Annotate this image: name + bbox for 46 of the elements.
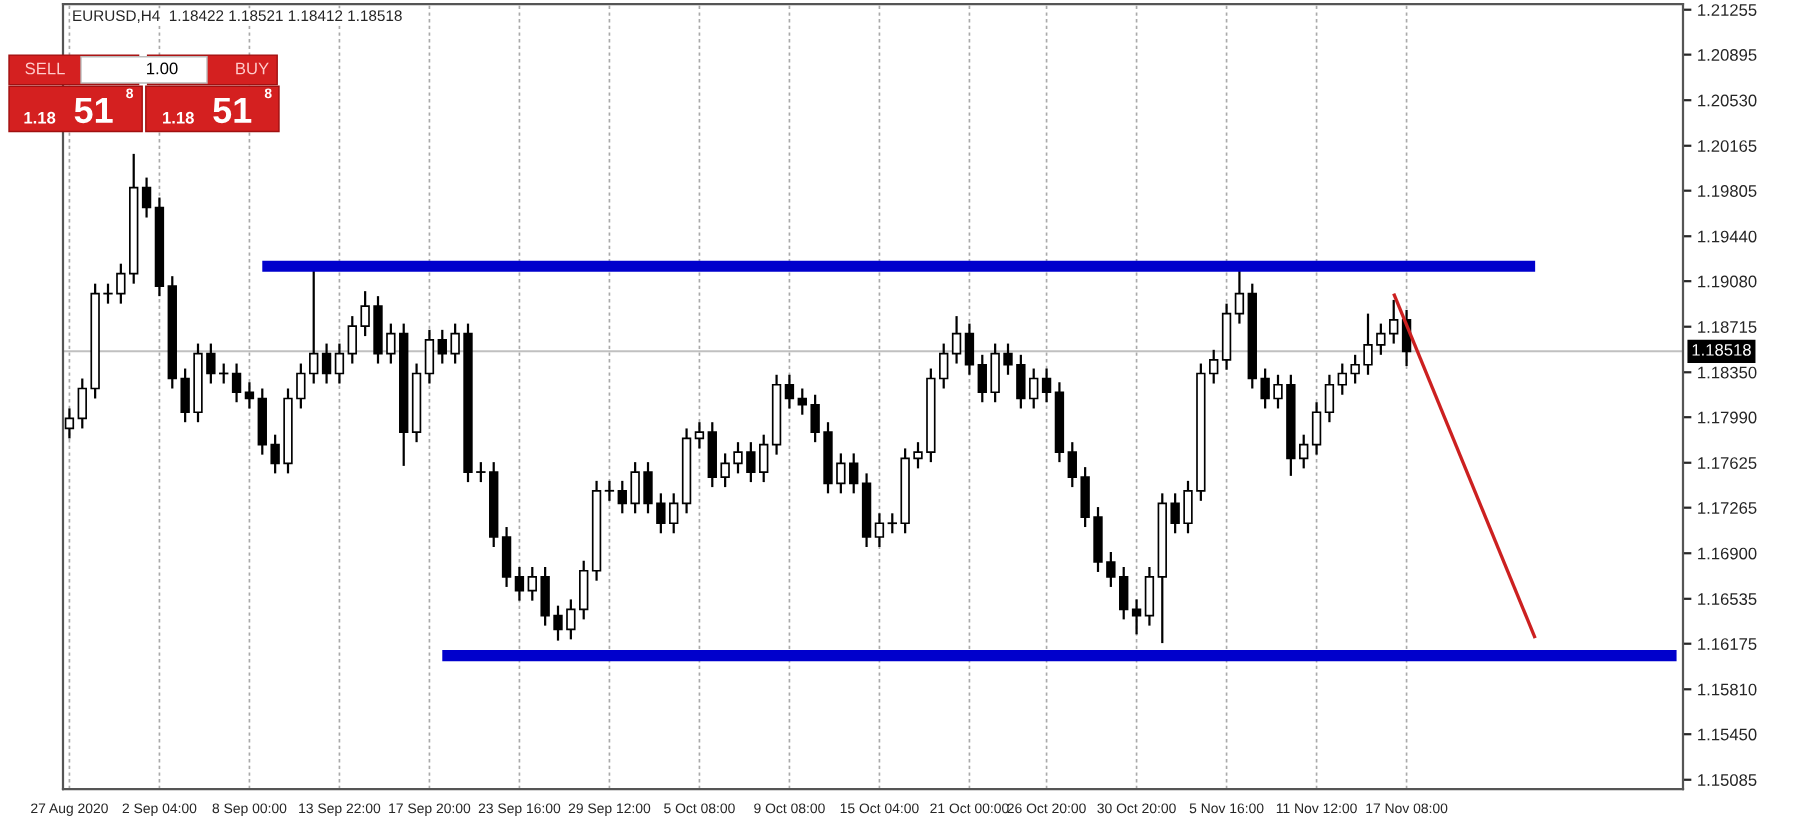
y-tick-label: 1.18715: [1698, 321, 1757, 333]
y-tick-label: 1.16900: [1698, 547, 1757, 560]
y-tick-label: 1.17265: [1698, 502, 1757, 514]
y-tick-label: 1.19080: [1698, 275, 1757, 288]
y-tick-label: 1.20895: [1698, 49, 1757, 61]
candlestick: [874, 512, 885, 549]
annotation: 51: [74, 97, 113, 124]
candlestick: [1041, 367, 1052, 404]
annotation: 51: [213, 97, 252, 124]
candlestick: [1311, 401, 1322, 456]
ref-line-label: 1.18518: [1692, 343, 1751, 356]
candlestick: [604, 479, 615, 502]
candlestick: [141, 176, 152, 219]
candlestick: [514, 565, 525, 602]
candlestick: [321, 342, 332, 385]
candlestick: [231, 362, 242, 404]
y-tick-label: 1.19805: [1698, 185, 1757, 197]
candlestick: [694, 421, 705, 450]
candlestick: [424, 328, 435, 385]
y-tick-label: 1.16175: [1698, 638, 1757, 650]
y-tick-label: 1.16535: [1698, 593, 1757, 605]
annotation: BUY: [236, 62, 269, 75]
candlestick: [1221, 302, 1232, 371]
candlestick: [951, 315, 962, 365]
annotation: 1.00: [147, 62, 178, 75]
y-tick-label: 1.20165: [1698, 140, 1757, 152]
candlestick: [244, 381, 255, 410]
y-tick-label: 1.17625: [1698, 457, 1757, 469]
candlestick: [501, 525, 512, 589]
y-tick-label: 1.20530: [1698, 94, 1757, 107]
y-tick-label: 1.17990: [1698, 411, 1757, 424]
y-tick-label: 1.21255: [1698, 4, 1757, 16]
candlestick: [1324, 373, 1335, 424]
y-tick-label: 1.15085: [1698, 774, 1757, 786]
candlestick: [964, 322, 975, 376]
annotation: 1.18: [163, 111, 194, 124]
y-tick-label: 1.18350: [1698, 366, 1757, 379]
candlestick: [784, 373, 795, 410]
candlestick: [1144, 565, 1155, 627]
candlestick: [64, 407, 75, 440]
y-tick-label: 1.15810: [1698, 683, 1757, 696]
annotation: SELL: [25, 62, 65, 75]
candlestick: [334, 342, 345, 385]
text: 1.18: [24, 111, 56, 124]
y-tick-label: 1.19440: [1698, 230, 1757, 243]
y-tick-label: 1.15450: [1698, 728, 1757, 741]
